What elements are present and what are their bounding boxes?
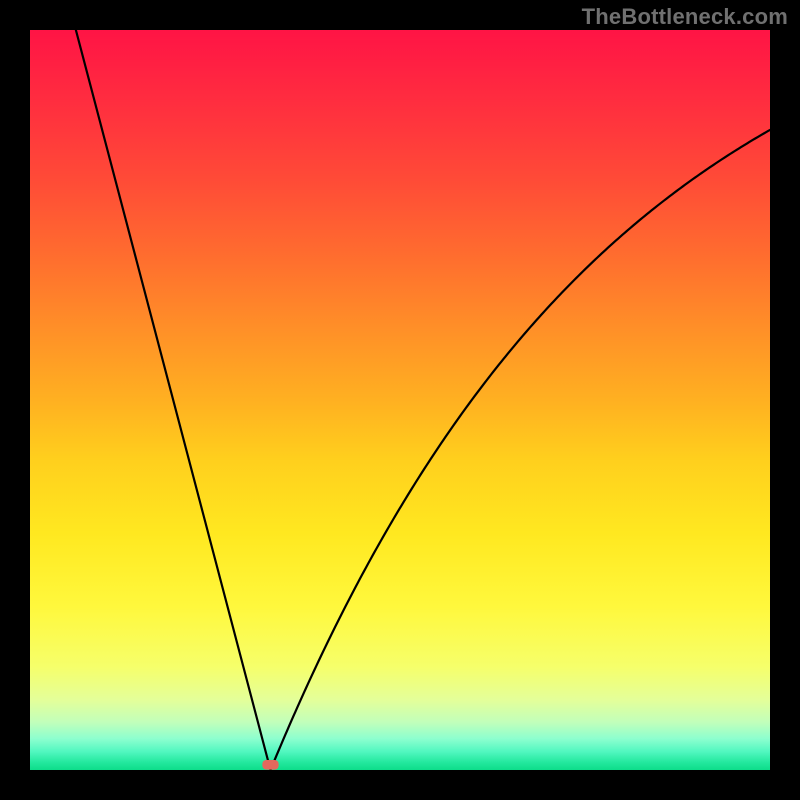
chart-container: TheBottleneck.com xyxy=(0,0,800,800)
chart-svg xyxy=(0,0,800,800)
plot-background xyxy=(30,30,770,770)
optimal-point-marker xyxy=(262,760,278,770)
watermark-text: TheBottleneck.com xyxy=(582,4,788,30)
